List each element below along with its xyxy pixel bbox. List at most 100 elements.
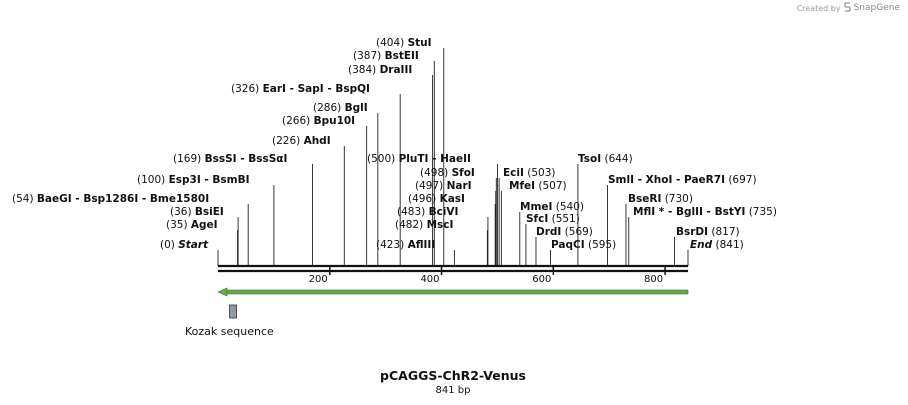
site-position: (841) [712, 239, 744, 251]
site-label: (266) Bpu10I [282, 115, 355, 127]
site-position: (503) [524, 167, 556, 179]
enzyme-name: PluTI [399, 153, 429, 165]
site-label: (100) Esp3I - BsmBI [137, 174, 250, 186]
enzyme-name: BsrDI [676, 226, 708, 238]
enzyme-name: TsoI [578, 153, 601, 165]
enzyme-name: - HaeII [428, 153, 470, 165]
enzyme-name: - BssSαI [237, 153, 288, 165]
enzyme-name: - BspQI [324, 83, 370, 95]
enzyme-name: - BstYI [703, 206, 745, 218]
site-label: (482) MscI [395, 219, 453, 231]
site-position: (54) [12, 193, 37, 205]
site-position: (730) [661, 193, 693, 205]
site-paqci: PaqCI (595) [550, 239, 616, 266]
enzyme-name: SfcI [526, 213, 548, 225]
site-label: (423) AflIII [376, 239, 435, 251]
ruler-tick-label: 600 [532, 274, 551, 285]
site-position: (569) [561, 226, 593, 238]
site-position: (384) [348, 64, 380, 76]
site-label: (404) StuI [376, 37, 432, 49]
site-label: SfcI (551) [526, 213, 580, 225]
site-ecii: EciI (503) [498, 167, 556, 266]
enzyme-name: - XhoI [634, 174, 672, 186]
site-position: (500) [367, 153, 399, 165]
site-label: (500) PluTI - HaeII [367, 153, 471, 165]
site-afliii: (423) AflIII [376, 239, 455, 266]
site-label: (35) AgeI [166, 219, 218, 231]
ruler-tick-label: 400 [420, 274, 439, 285]
site-position: (482) [395, 219, 427, 231]
site-sfoi: (498) SfoI [420, 167, 497, 266]
enzyme-name: BsiEI [195, 206, 224, 218]
site-kasi: (496) KasI [408, 193, 496, 266]
site-tsoi: TsoI (644) [577, 153, 633, 266]
site-position: (423) [376, 239, 408, 251]
snapgene-credit: Created by SnapGene [797, 2, 900, 14]
site-esp3i: (100) Esp3I - BsmBI [137, 174, 275, 266]
enzyme-name: SfoI [452, 167, 475, 179]
site-drdi: DrdI (569) [535, 226, 593, 266]
enzyme-name: DraIII [380, 64, 413, 76]
site-eari: (326) EarI - SapI - BspQI [231, 83, 401, 266]
enzyme-name: - PaeR7I [672, 174, 725, 186]
site-msci: (482) MscI [395, 219, 488, 266]
enzyme-name: MmeI [520, 201, 552, 213]
site-bgli: (286) BglI [313, 102, 379, 266]
enzyme-name: StuI [408, 37, 432, 49]
site-position: (36) [170, 206, 195, 218]
site-agei: (35) AgeI [166, 219, 239, 266]
site-label: (0) Start [160, 239, 209, 251]
site-position: (226) [272, 135, 304, 147]
enzyme-name: AgeI [191, 219, 218, 231]
site-label: MfeI (507) [509, 180, 567, 192]
enzyme-name: BciVI [429, 206, 459, 218]
site-label: (36) BsiEI [170, 206, 224, 218]
site-bsssi: (169) BssSI - BssSαI [173, 153, 313, 266]
enzyme-name: - BglII [664, 206, 703, 218]
site-position: (169) [173, 153, 205, 165]
orf-arrow-head [217, 287, 228, 297]
enzyme-name: MfeI [509, 180, 535, 192]
site-position: (326) [231, 83, 263, 95]
enzyme-name: MflI * [633, 206, 665, 218]
enzyme-name: BstEII [385, 50, 419, 62]
enzyme-name: SmlI [608, 174, 634, 186]
feature-layer: Kozak sequence [185, 287, 689, 338]
enzyme-name: AhdI [304, 135, 331, 147]
site-position: (507) [535, 180, 567, 192]
enzyme-name: Start [178, 239, 209, 251]
site-label: BseRI (730) [628, 193, 693, 205]
site-smli: SmlI - XhoI - PaeR7I (697) [607, 174, 757, 266]
site-ahdi: (226) AhdI [272, 135, 345, 266]
credit-brand: SnapGene [853, 3, 900, 13]
enzyme-name: BglI [345, 102, 368, 114]
site-end: End (841) [687, 239, 744, 266]
site-label: BsrDI (817) [676, 226, 740, 238]
site-stui: (404) StuI [376, 37, 445, 266]
site-position: (100) [137, 174, 169, 186]
site-bsiei: (36) BsiEI [170, 206, 239, 266]
site-bseri: BseRI (730) [625, 193, 693, 266]
site-nari: (497) NarI [415, 180, 497, 266]
site-position: (286) [313, 102, 345, 114]
site-mfli: MflI * - BglII - BstYI (735) [628, 206, 777, 266]
site-position: (735) [745, 206, 777, 218]
enzyme-name: MscI [427, 219, 454, 231]
site-label: SmlI - XhoI - PaeR7I (697) [608, 174, 757, 186]
site-label: (326) EarI - SapI - BspQI [231, 83, 370, 95]
site-sfci: SfcI (551) [525, 213, 580, 266]
site-label: PaqCI (595) [551, 239, 616, 251]
site-mfei: MfeI (507) [500, 180, 567, 266]
site-start: (0) Start [160, 239, 219, 266]
site-label: TsoI (644) [578, 153, 633, 165]
enzyme-name: AflIII [408, 239, 436, 251]
snapgene-logo-icon [843, 2, 852, 14]
site-label: (387) BstEII [353, 50, 419, 62]
site-label: (496) KasI [408, 193, 465, 205]
site-label: DrdI (569) [536, 226, 593, 238]
site-label: (286) BglI [313, 102, 368, 114]
kozak-label: Kozak sequence [185, 325, 274, 338]
site-position: (551) [548, 213, 580, 225]
enzyme-name: BaeGI [37, 193, 72, 205]
